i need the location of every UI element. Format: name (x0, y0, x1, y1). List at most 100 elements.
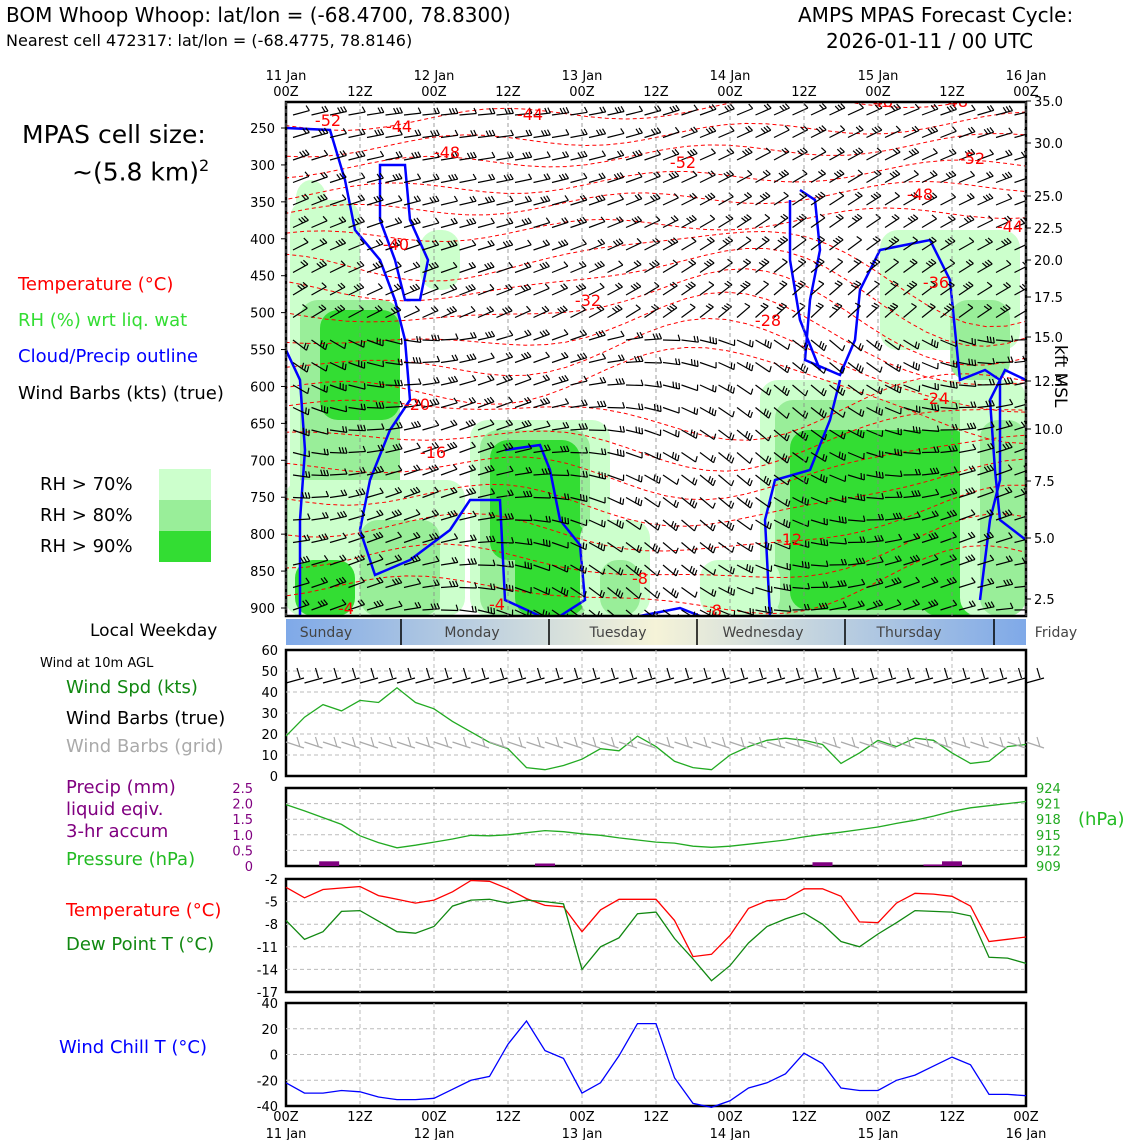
wind-barb (570, 133, 588, 139)
x-tick-hour-bottom: 12Z (495, 1110, 521, 1125)
wind-barb-flag (818, 408, 823, 415)
wind-barb (829, 107, 846, 116)
wind-barb-flag (524, 561, 527, 568)
wind-barb-flag (360, 510, 366, 516)
temperature-contour-label: -48 (907, 185, 933, 204)
wind-barb (551, 265, 569, 274)
wind-barb-flag (320, 600, 326, 606)
wind-barb (607, 335, 625, 341)
wind-barb-flag (489, 283, 495, 290)
wind-barb-flag (935, 467, 940, 474)
wind-barb-flag (338, 577, 344, 584)
wind-barb-flag (815, 127, 822, 134)
wind-barb (459, 244, 476, 251)
wind-barb-flag (749, 339, 751, 346)
wind-barb-flag (915, 362, 918, 369)
wind-barb-flag (861, 389, 865, 396)
x-tick-hour-top: 00Z (717, 85, 743, 100)
wind-barb-flag (377, 305, 383, 311)
wind-barb-flag (505, 584, 508, 591)
wind-barb-flag (559, 107, 564, 114)
wind-barb-flag (321, 260, 328, 266)
wind-barb (736, 564, 753, 574)
wind-barb-flag (749, 502, 753, 509)
wind-barb (292, 429, 310, 437)
wind-barb-flag (527, 419, 532, 426)
wind-barb-flag (321, 512, 326, 519)
wind-barb (718, 497, 732, 509)
wind-barb (348, 199, 365, 206)
wind-barb (847, 451, 864, 460)
wind-barb-flag (321, 533, 326, 540)
wind-barb (625, 564, 640, 577)
wind-barb-flag (986, 465, 992, 472)
x-tick-hour-top: 12Z (939, 85, 965, 100)
y-tick-kft: 35.0 (1034, 95, 1063, 110)
wind-barb (1014, 382, 1026, 386)
wind-barb (588, 155, 606, 161)
wind-barb-flag (881, 492, 884, 500)
x-tick-hour-top: 00Z (421, 85, 447, 100)
y-tick-label: 40 (261, 997, 278, 1012)
wind-barb (884, 429, 902, 436)
wind-barb-flag (488, 174, 493, 181)
wind-barb-flag (950, 214, 956, 220)
x-tick-hour-bottom: 12Z (347, 1110, 373, 1125)
wind-barb-flag (931, 533, 936, 539)
wind-barb (884, 129, 901, 139)
wind-barb (847, 519, 865, 522)
wind-barb-flag (559, 445, 564, 453)
wind-barb-flag (592, 736, 597, 748)
wind-barb-flag (583, 399, 588, 406)
wind-barb-flag (969, 422, 974, 429)
wind-barb-flag (559, 306, 566, 312)
wind-barb-flag (1006, 215, 1012, 221)
wind-barb-flag (657, 592, 661, 599)
wind-barb (662, 263, 678, 274)
wind-barb-flag (690, 259, 697, 264)
wind-barb-flag (765, 147, 772, 153)
wind-barb-flag (374, 129, 379, 136)
wind-barb-flag (547, 468, 552, 475)
wind-barb-flag (711, 408, 714, 415)
wind-barb-flag (915, 554, 921, 561)
wind-barb-flag (573, 667, 579, 679)
wind-barb (884, 283, 899, 296)
wind-barb-flag (967, 303, 974, 309)
wind-barb-flag (933, 599, 939, 605)
wind-barb-flag (932, 148, 938, 154)
wind-barb-flag (928, 260, 934, 265)
wind-barb (403, 265, 421, 274)
wind-barb-flag (731, 502, 735, 509)
wind-barb-flag (832, 239, 839, 244)
wind-barb (514, 222, 532, 229)
wind-barb-flag (316, 262, 322, 268)
wind-barb-flag (528, 151, 533, 158)
wind-barb-grid (1025, 741, 1045, 749)
wind-barb-flag (540, 399, 545, 405)
wind-barb-flag (388, 667, 394, 679)
wind-barb-flag (541, 468, 545, 475)
wind-barb-flag (837, 580, 841, 587)
wind-barb (736, 239, 752, 251)
wind-barb-flag (435, 195, 440, 202)
wind-barb-flag (912, 426, 915, 433)
wind-barb-flag (301, 362, 305, 369)
wind-barb (829, 585, 847, 589)
wind-barb (1014, 360, 1026, 364)
wind-barb (422, 112, 440, 116)
wind-barb (958, 307, 974, 318)
wind-barb-flag (417, 399, 422, 406)
wind-barb (1014, 244, 1026, 251)
wind-barb-flag (435, 579, 440, 586)
wind-barb (718, 474, 732, 487)
wind-barb-flag (490, 464, 495, 471)
wind-barb-flag (473, 558, 478, 565)
wind-barb (884, 361, 900, 373)
weekday-label: Wednesday (722, 625, 803, 641)
wind-barb (940, 536, 957, 544)
wind-barb (662, 131, 680, 139)
x-tick-date-bottom: 15 Jan (858, 1127, 899, 1140)
wind-barb-flag (984, 602, 989, 609)
wind-barb-flag (707, 543, 712, 550)
